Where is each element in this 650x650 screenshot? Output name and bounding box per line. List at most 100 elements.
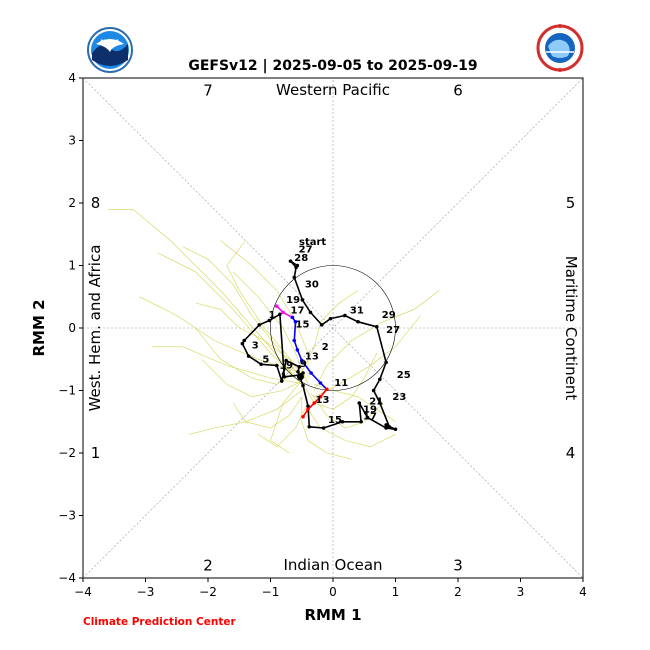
region-top-label: Western Pacific — [276, 81, 390, 99]
x-tick-label: 4 — [579, 585, 587, 599]
start-label: start — [299, 237, 326, 248]
day-label: 2 — [322, 342, 329, 353]
x-tick-label: −4 — [74, 585, 92, 599]
observed-point — [343, 313, 347, 318]
day-label: 19 — [286, 295, 300, 306]
day-label: 9 — [286, 361, 293, 372]
day-label: 25 — [397, 370, 411, 381]
observed-point — [246, 354, 251, 358]
forecast-track — [274, 304, 329, 419]
svg-text:NOAA: NOAA — [100, 39, 120, 46]
day-label: 9 — [300, 359, 307, 370]
forecast-point-red — [301, 414, 305, 419]
ensemble-member-line — [232, 271, 309, 385]
ensemble-member-line — [270, 384, 299, 454]
forecast-point-blue — [299, 358, 304, 363]
x-axis-ticks: −4 −3 −2 −1 0 1 2 3 4 — [74, 578, 587, 599]
forecast-point-blue — [318, 381, 323, 385]
observed-point — [371, 388, 376, 393]
observed-point — [288, 259, 293, 263]
observed-point — [387, 424, 392, 429]
ensemble-member-line — [304, 352, 378, 410]
unit-circle — [270, 265, 396, 391]
day-label: 5 — [262, 354, 269, 365]
forecast-point-blue — [292, 338, 297, 343]
forecast-point-magenta — [281, 310, 285, 315]
phase-number: 2 — [203, 557, 213, 575]
nws-logo — [536, 24, 584, 72]
observed-point — [240, 341, 245, 346]
y-tick-label: 2 — [68, 196, 76, 210]
observed-point — [378, 401, 382, 405]
y-axis-ticks: −4 −3 −2 −1 0 1 2 3 4 — [58, 71, 83, 585]
day-label: 17 — [363, 411, 377, 422]
ensemble-member-line — [201, 359, 302, 398]
forecast-point-red — [312, 401, 317, 405]
day-label: 1 — [269, 310, 276, 321]
observed-point — [384, 426, 388, 430]
day-label: 23 — [392, 392, 406, 403]
y-tick-label: −3 — [58, 509, 76, 523]
observed-point — [296, 369, 300, 374]
day-label: 7 — [280, 366, 287, 377]
ensemble-member-line — [310, 393, 384, 429]
y-tick-label: 3 — [68, 134, 76, 148]
unit-circle-ring — [270, 265, 396, 391]
forecast-point-blue — [293, 319, 298, 324]
ensemble-member-line — [301, 396, 352, 460]
y-tick-label: 0 — [68, 321, 76, 335]
credit-label: Climate Prediction Center — [83, 616, 236, 628]
observed-point — [328, 316, 333, 321]
observed-point — [384, 423, 388, 427]
ensemble-member-line — [139, 296, 299, 373]
observed-point — [384, 360, 388, 365]
day-label: 27 — [299, 244, 313, 255]
observed-point — [257, 323, 262, 327]
day-label: 13 — [305, 351, 319, 362]
y-tick-label: −2 — [58, 446, 76, 460]
x-tick-label: 2 — [454, 585, 462, 599]
observed-point — [306, 404, 310, 408]
observed-point — [308, 310, 313, 315]
observed-point — [319, 323, 324, 327]
x-tick-label: −3 — [137, 585, 155, 599]
forecast-point-red — [306, 407, 310, 412]
ensemble-member-line — [257, 402, 309, 448]
observed-point — [274, 363, 279, 368]
ensemble-member-line — [157, 252, 303, 385]
x-tick-label: 3 — [517, 585, 525, 599]
forecast-point-red — [318, 394, 323, 399]
day-label: 29 — [382, 310, 396, 321]
phase-number: 3 — [453, 557, 463, 575]
day-label: 3 — [252, 341, 259, 352]
ensemble-member-line — [226, 240, 296, 366]
x-axis-label: RMM 1 — [304, 606, 361, 624]
day-label: 13 — [316, 395, 330, 406]
day-label: 28 — [294, 253, 308, 264]
day-label: 15 — [328, 415, 342, 426]
region-bottom-label: Indian Ocean — [283, 556, 382, 574]
phase-guides — [82, 77, 584, 579]
observed-point — [357, 401, 362, 405]
ensemble-member-line — [232, 396, 303, 429]
observed-point — [278, 312, 282, 317]
phase-number: 6 — [453, 82, 463, 100]
forecast-line-blue — [291, 316, 328, 390]
observed-point — [301, 383, 305, 388]
region-left-label: West. Hem. and Africa — [86, 245, 104, 412]
phase-number: 5 — [566, 194, 576, 212]
day-label: 27 — [386, 325, 400, 336]
day-label: 19 — [363, 404, 377, 415]
day-label: 17 — [291, 306, 305, 317]
observed-point — [297, 364, 302, 369]
ensemble-member-line — [108, 209, 296, 379]
y-tick-label: −4 — [58, 571, 76, 585]
observed-point — [378, 377, 382, 382]
observed-point — [279, 379, 284, 383]
phase-number: 7 — [203, 82, 213, 100]
ensemble-member-line — [307, 409, 396, 448]
forecast-point-blue — [295, 348, 300, 352]
day-label: 30 — [305, 279, 319, 290]
